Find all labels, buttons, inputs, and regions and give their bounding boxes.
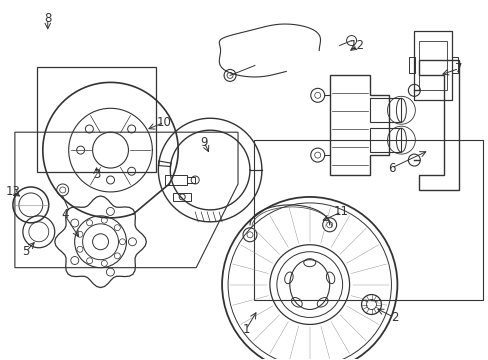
Text: 13: 13 — [5, 185, 20, 198]
Bar — [165, 175, 187, 185]
Bar — [369, 98, 401, 122]
Bar — [37, 67, 156, 172]
Text: 2: 2 — [390, 311, 397, 324]
Text: 5: 5 — [22, 245, 29, 258]
Bar — [413, 31, 451, 100]
Bar — [419, 41, 447, 90]
Bar — [408, 58, 414, 73]
Bar — [173, 193, 191, 201]
Text: 10: 10 — [157, 116, 171, 129]
Bar — [451, 58, 457, 73]
Text: 4: 4 — [61, 208, 68, 221]
Text: 9: 9 — [200, 136, 207, 149]
Bar — [369, 128, 401, 152]
Bar — [187, 177, 195, 183]
Text: 11: 11 — [333, 205, 348, 219]
Text: 7: 7 — [454, 62, 462, 75]
Text: 3: 3 — [93, 167, 100, 180]
Text: 6: 6 — [387, 162, 394, 175]
Text: 8: 8 — [44, 12, 51, 25]
Text: 12: 12 — [349, 39, 365, 52]
Text: 1: 1 — [242, 323, 249, 336]
